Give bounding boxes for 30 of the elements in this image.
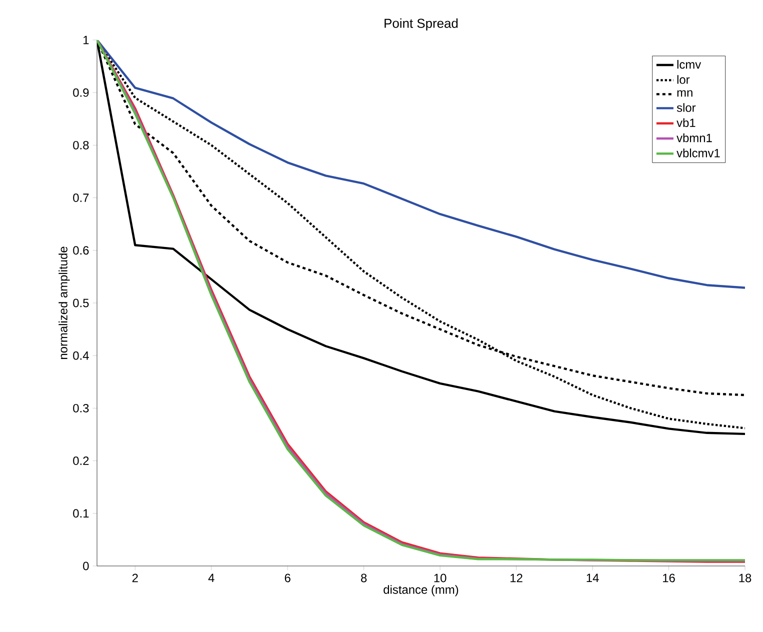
- x-tick-label: 2: [132, 574, 138, 582]
- legend-label: vblcmv1: [676, 148, 720, 158]
- legend-label: vbmn1: [676, 133, 712, 142]
- x-tick-label: 16: [663, 574, 675, 582]
- y-tick-label: 0.6: [73, 246, 89, 255]
- y-tick-label: 0.5: [73, 298, 89, 308]
- x-tick-label: 8: [361, 574, 367, 582]
- y-tick-label: 0.9: [73, 88, 89, 97]
- legend-label: slor: [676, 103, 696, 112]
- x-axis-title: distance (mm): [384, 585, 458, 596]
- legend-label: vb1: [676, 118, 696, 128]
- x-tick-label: 14: [586, 574, 599, 582]
- legend-label: mn: [677, 90, 692, 97]
- y-tick-label: 0.2: [73, 456, 89, 466]
- legend-label: lcmv: [677, 60, 702, 69]
- y-tick-label: 0.7: [73, 194, 89, 202]
- legend-label: lor: [677, 75, 690, 84]
- x-tick-label: 4: [208, 574, 214, 582]
- chart-title: Point Spread: [384, 18, 458, 30]
- y-tick-label: 0.3: [73, 404, 89, 412]
- x-tick-label: 10: [434, 574, 446, 582]
- y-tick-label: 1: [83, 36, 89, 44]
- x-tick-label: 18: [739, 574, 752, 582]
- y-tick-label: 0.1: [73, 509, 89, 518]
- y-tick-label: 0: [83, 562, 89, 570]
- x-tick-label: 6: [284, 574, 290, 582]
- x-tick-label: 12: [510, 574, 522, 582]
- y-axis-title: normalized amplitude: [58, 246, 70, 360]
- y-tick-label: 0.4: [73, 351, 89, 360]
- y-tick-label: 0.8: [73, 140, 89, 150]
